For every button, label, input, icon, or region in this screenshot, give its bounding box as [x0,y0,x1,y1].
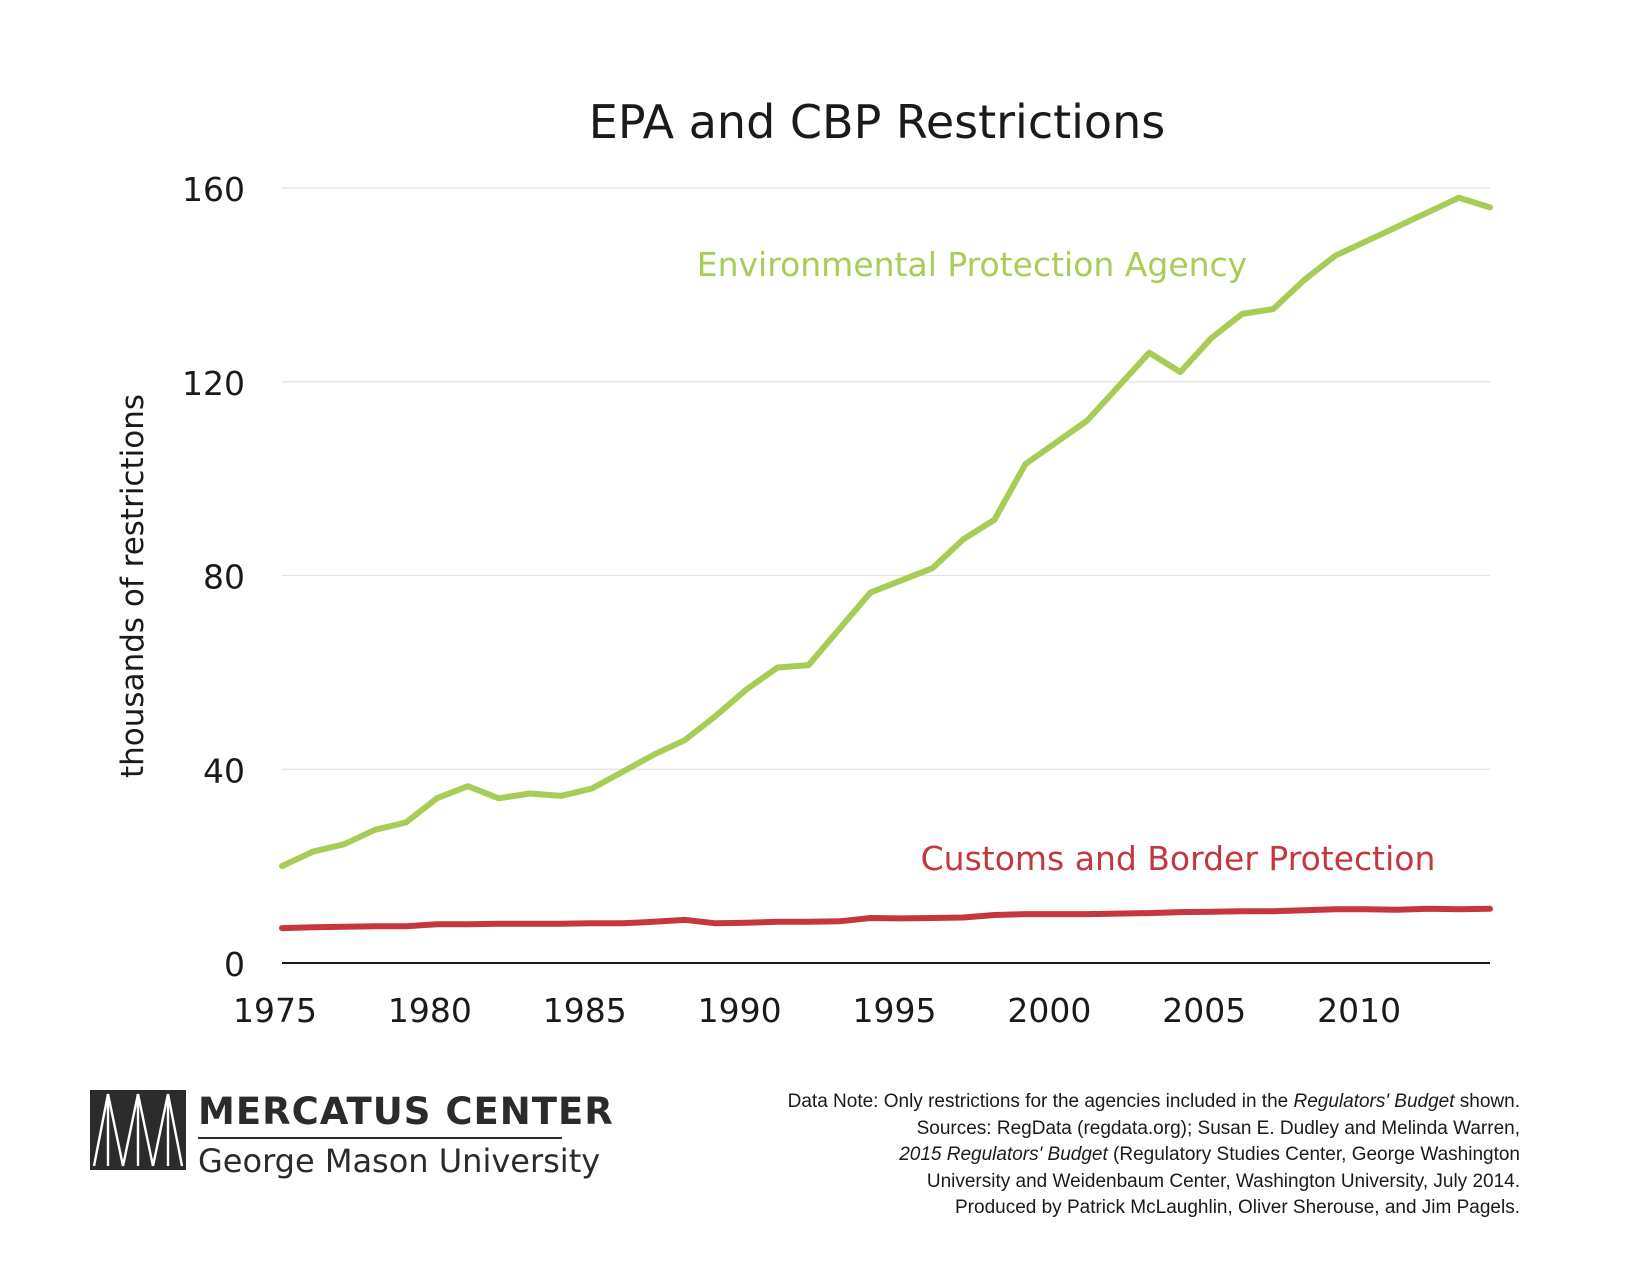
series-label-cbp: Customs and Border Protection [921,839,1436,878]
x-tick-label: 1995 [852,991,936,1030]
data-note-line-4: University and Weidenbaum Center, Washin… [926,1170,1520,1192]
y-tick-label: 160 [182,170,245,209]
data-note-italic: Regulators' Budget [1293,1091,1455,1112]
logo-title: MERCATUS CENTER [198,1090,614,1133]
data-note-text: (Regulatory Studies Center, George Washi… [1107,1144,1520,1165]
data-note: Data Note: Only restrictions for the age… [620,1089,1520,1222]
mercatus-logo-mark-icon [90,1090,186,1170]
data-note-italic: 2015 Regulators' Budget [899,1144,1108,1165]
x-tick-label: 1985 [543,991,627,1030]
y-axis-label: thousands of restrictions [115,394,151,778]
data-note-line-1: Data Note: Only restrictions for the age… [620,1089,1520,1116]
series-line-cbp [279,905,1493,932]
series-line-epa [279,194,1493,870]
data-note-line-5: Produced by Patrick McLaughlin, Oliver S… [955,1197,1520,1218]
x-tick-label: 1980 [388,991,472,1030]
y-tick-label: 40 [203,751,245,790]
x-tick-label: 2005 [1162,991,1246,1030]
x-tick-label: 2000 [1007,991,1091,1030]
y-tick-labels: 0 40 80 120 160 [182,170,245,984]
logo-subtitle: George Mason University [198,1142,601,1180]
x-tick-labels: 1975 1980 1985 1990 1995 2000 2005 2010 [233,991,1401,1030]
line-chart: EPA and CBP Restrictions thousands of re… [115,95,1493,1030]
data-note-text: shown. [1454,1091,1520,1112]
chart-title: EPA and CBP Restrictions [589,95,1165,149]
y-tick-label: 120 [182,364,245,403]
data-note-line-2: Sources: RegData (regdata.org); Susan E.… [916,1117,1520,1139]
y-tick-label: 80 [203,558,245,597]
y-tick-label: 0 [224,945,245,984]
x-tick-label: 1990 [698,991,782,1030]
mercatus-logo: MERCATUS CENTER George Mason University [90,1090,613,1180]
gridlines [282,187,1490,770]
logo-divider [198,1137,562,1139]
data-note-text: Data Note: Only restrictions for the age… [787,1091,1294,1112]
series-label-epa: Environmental Protection Agency [697,245,1247,284]
series-lines [279,194,1493,932]
data-note-line-3: 2015 Regulators' Budget (Regulatory Stud… [620,1142,1520,1169]
x-tick-label: 2010 [1317,991,1401,1030]
x-tick-label: 1975 [233,991,317,1030]
